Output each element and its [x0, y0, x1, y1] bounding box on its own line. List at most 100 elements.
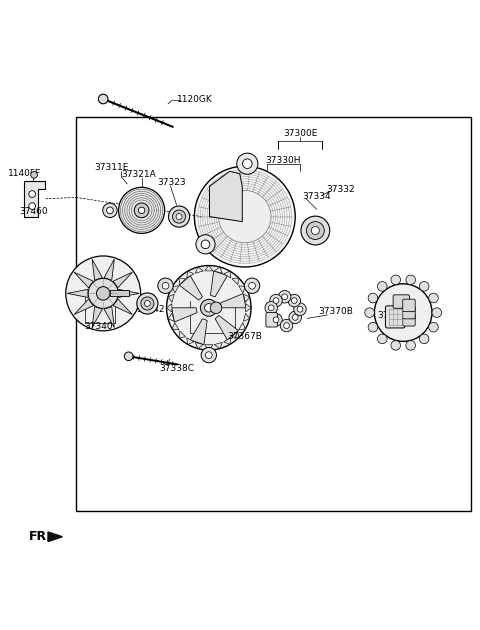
Circle shape: [144, 301, 150, 306]
Circle shape: [196, 235, 215, 254]
Text: 37460: 37460: [19, 207, 48, 216]
Polygon shape: [209, 171, 242, 222]
Text: 37370B: 37370B: [319, 307, 353, 316]
Circle shape: [162, 282, 169, 289]
Circle shape: [429, 293, 438, 303]
Polygon shape: [215, 316, 238, 340]
Circle shape: [107, 207, 113, 214]
Text: 37338C: 37338C: [159, 364, 194, 373]
Polygon shape: [168, 294, 174, 302]
FancyBboxPatch shape: [385, 306, 405, 328]
Circle shape: [66, 256, 141, 331]
Polygon shape: [180, 275, 203, 300]
Circle shape: [365, 308, 374, 318]
Polygon shape: [195, 267, 203, 273]
Circle shape: [368, 293, 378, 303]
Polygon shape: [195, 342, 203, 348]
Circle shape: [432, 308, 442, 318]
FancyBboxPatch shape: [393, 295, 409, 308]
Circle shape: [301, 216, 330, 245]
Circle shape: [244, 278, 260, 294]
Polygon shape: [246, 304, 251, 312]
Polygon shape: [48, 532, 62, 542]
Polygon shape: [224, 338, 231, 345]
Circle shape: [306, 222, 324, 239]
Text: 37330H: 37330H: [265, 156, 301, 165]
Circle shape: [289, 311, 301, 324]
Circle shape: [210, 302, 222, 314]
Text: 37334: 37334: [302, 192, 331, 202]
Polygon shape: [190, 319, 207, 345]
Polygon shape: [215, 342, 222, 348]
Polygon shape: [243, 313, 250, 321]
Polygon shape: [74, 299, 93, 314]
Circle shape: [201, 347, 216, 363]
Circle shape: [273, 317, 279, 323]
FancyBboxPatch shape: [403, 314, 415, 326]
Circle shape: [201, 240, 210, 249]
Text: 37332: 37332: [326, 185, 355, 194]
Polygon shape: [119, 289, 139, 297]
Circle shape: [124, 352, 133, 360]
Polygon shape: [243, 294, 250, 302]
Circle shape: [138, 207, 145, 214]
Circle shape: [282, 294, 288, 300]
Circle shape: [242, 159, 252, 168]
Polygon shape: [113, 299, 132, 314]
Polygon shape: [239, 286, 245, 293]
FancyBboxPatch shape: [403, 306, 415, 319]
Polygon shape: [67, 289, 88, 297]
Circle shape: [265, 302, 277, 314]
Polygon shape: [232, 331, 239, 338]
Circle shape: [88, 278, 118, 308]
Circle shape: [205, 352, 212, 358]
Circle shape: [176, 214, 182, 220]
Circle shape: [291, 298, 297, 304]
Circle shape: [141, 297, 154, 310]
Polygon shape: [74, 272, 93, 288]
Text: 1140FF: 1140FF: [8, 169, 42, 178]
Circle shape: [429, 323, 438, 332]
Circle shape: [292, 314, 298, 320]
Bar: [76, 117, 471, 511]
Polygon shape: [172, 323, 179, 330]
Circle shape: [119, 187, 165, 233]
Circle shape: [288, 294, 300, 307]
Circle shape: [368, 323, 378, 332]
Circle shape: [103, 203, 117, 217]
Polygon shape: [220, 294, 246, 308]
Circle shape: [98, 94, 108, 104]
Polygon shape: [168, 313, 174, 321]
Text: 37342: 37342: [136, 305, 165, 314]
Text: 37340: 37340: [84, 322, 113, 331]
Polygon shape: [239, 323, 245, 330]
Circle shape: [297, 306, 303, 312]
Polygon shape: [215, 267, 222, 273]
Circle shape: [29, 203, 36, 209]
Circle shape: [284, 323, 289, 328]
Circle shape: [391, 275, 400, 285]
Polygon shape: [113, 272, 132, 288]
Text: 37390B: 37390B: [377, 311, 412, 321]
Circle shape: [167, 266, 251, 350]
Circle shape: [278, 290, 291, 303]
Text: 37300E: 37300E: [283, 129, 317, 138]
Polygon shape: [232, 278, 239, 285]
Circle shape: [406, 341, 416, 350]
Circle shape: [134, 203, 149, 218]
Circle shape: [31, 171, 37, 178]
Circle shape: [406, 275, 416, 285]
Circle shape: [237, 153, 258, 175]
Circle shape: [280, 319, 293, 332]
Polygon shape: [224, 272, 231, 278]
Circle shape: [312, 227, 319, 234]
Circle shape: [218, 190, 271, 243]
Circle shape: [96, 287, 110, 300]
FancyBboxPatch shape: [403, 299, 415, 312]
Text: FR.: FR.: [29, 530, 52, 543]
Circle shape: [377, 282, 387, 291]
Circle shape: [249, 282, 255, 289]
Circle shape: [420, 282, 429, 291]
Polygon shape: [92, 307, 102, 328]
Circle shape: [294, 303, 306, 316]
